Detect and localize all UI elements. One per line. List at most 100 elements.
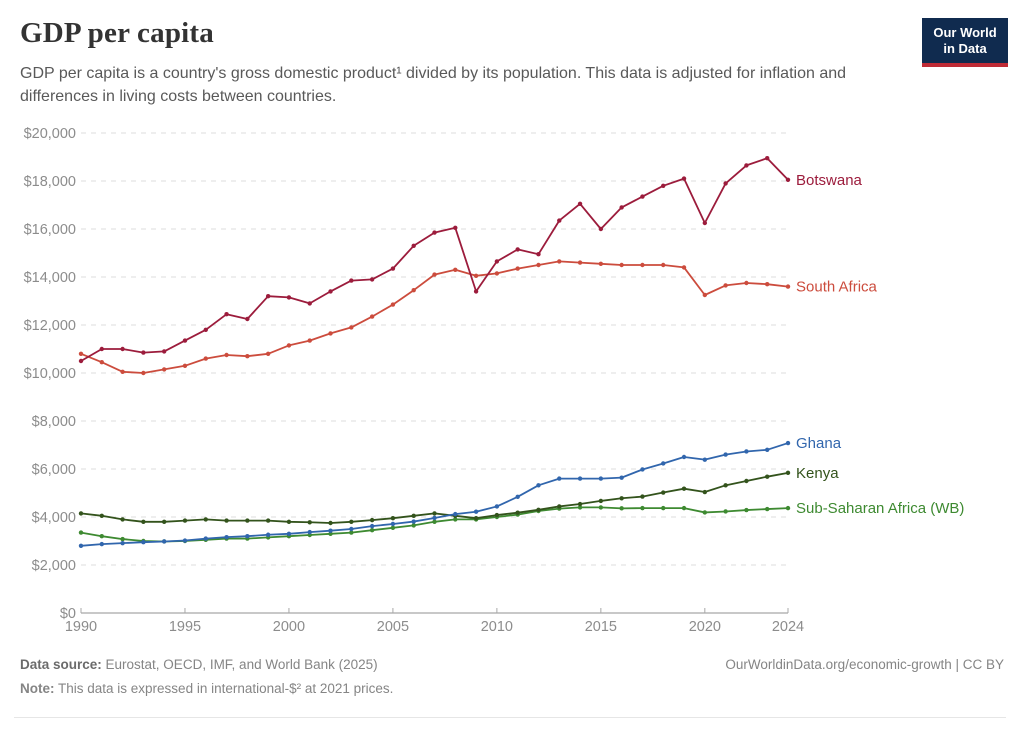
data-point-south-africa[interactable] xyxy=(369,314,375,319)
data-point-kenya[interactable] xyxy=(536,507,541,512)
data-point-botswana[interactable] xyxy=(785,177,791,182)
data-point-south-africa[interactable] xyxy=(78,351,84,356)
data-point-botswana[interactable] xyxy=(515,247,520,252)
data-point-ghana[interactable] xyxy=(702,457,708,462)
data-point-south-africa[interactable] xyxy=(702,292,708,298)
data-point-kenya[interactable] xyxy=(390,516,396,521)
data-point-south-africa[interactable] xyxy=(661,262,666,268)
data-point-botswana[interactable] xyxy=(349,278,354,283)
data-point-south-africa[interactable] xyxy=(744,280,749,286)
data-point-south-africa[interactable] xyxy=(203,356,208,361)
data-point-botswana[interactable] xyxy=(78,358,84,364)
data-point-south-africa[interactable] xyxy=(182,363,188,368)
data-point-ghana[interactable] xyxy=(245,534,250,539)
data-point-kenya[interactable] xyxy=(369,517,375,523)
data-point-south-africa[interactable] xyxy=(99,360,104,365)
data-point-botswana[interactable] xyxy=(702,220,708,226)
data-point-ghana[interactable] xyxy=(78,543,84,548)
data-point-sub-saharan-africa-wb[interactable] xyxy=(328,531,333,536)
data-point-sub-saharan-africa-wb[interactable] xyxy=(640,505,645,511)
data-point-sub-saharan-africa-wb[interactable] xyxy=(744,507,749,513)
data-point-kenya[interactable] xyxy=(411,513,416,518)
data-point-south-africa[interactable] xyxy=(245,354,250,359)
data-point-ghana[interactable] xyxy=(161,539,167,544)
data-point-south-africa[interactable] xyxy=(473,273,479,278)
data-point-botswana[interactable] xyxy=(494,259,500,264)
data-point-south-africa[interactable] xyxy=(640,262,645,268)
data-point-kenya[interactable] xyxy=(432,511,437,516)
data-point-south-africa[interactable] xyxy=(141,370,146,376)
data-point-south-africa[interactable] xyxy=(390,302,396,307)
data-point-botswana[interactable] xyxy=(99,346,104,352)
data-point-ghana[interactable] xyxy=(515,494,520,500)
data-point-south-africa[interactable] xyxy=(328,331,333,336)
series-line-ghana[interactable] xyxy=(80,442,789,547)
data-point-ghana[interactable] xyxy=(765,447,770,452)
data-point-botswana[interactable] xyxy=(120,346,125,352)
data-point-sub-saharan-africa-wb[interactable] xyxy=(453,517,458,522)
data-point-botswana[interactable] xyxy=(265,294,271,299)
series-line-botswana[interactable] xyxy=(80,157,789,362)
data-point-sub-saharan-africa-wb[interactable] xyxy=(349,530,354,535)
data-point-botswana[interactable] xyxy=(723,181,728,186)
data-point-sub-saharan-africa-wb[interactable] xyxy=(577,505,583,510)
data-point-ghana[interactable] xyxy=(203,536,208,541)
data-point-botswana[interactable] xyxy=(369,277,375,282)
data-point-botswana[interactable] xyxy=(245,316,250,322)
data-point-ghana[interactable] xyxy=(494,504,500,509)
data-point-south-africa[interactable] xyxy=(723,283,728,288)
data-point-south-africa[interactable] xyxy=(286,343,292,348)
series-label-sub-saharan-africa-wb[interactable]: Sub-Saharan Africa (WB) xyxy=(796,500,964,517)
data-point-ghana[interactable] xyxy=(557,476,562,481)
data-point-botswana[interactable] xyxy=(182,338,188,343)
data-point-ghana[interactable] xyxy=(577,476,583,481)
data-point-sub-saharan-africa-wb[interactable] xyxy=(411,523,416,528)
data-point-sub-saharan-africa-wb[interactable] xyxy=(785,505,791,511)
data-point-south-africa[interactable] xyxy=(681,265,687,270)
data-point-sub-saharan-africa-wb[interactable] xyxy=(120,536,125,542)
data-point-ghana[interactable] xyxy=(536,483,541,488)
data-point-ghana[interactable] xyxy=(453,511,458,517)
data-point-kenya[interactable] xyxy=(515,510,520,515)
data-point-ghana[interactable] xyxy=(141,540,146,545)
data-point-sub-saharan-africa-wb[interactable] xyxy=(369,528,375,533)
data-point-kenya[interactable] xyxy=(286,519,292,524)
data-point-sub-saharan-africa-wb[interactable] xyxy=(661,505,666,511)
data-point-sub-saharan-africa-wb[interactable] xyxy=(78,530,84,535)
data-point-sub-saharan-africa-wb[interactable] xyxy=(619,506,624,511)
data-point-botswana[interactable] xyxy=(577,201,583,206)
data-point-south-africa[interactable] xyxy=(515,266,520,271)
data-point-botswana[interactable] xyxy=(328,289,333,294)
data-point-sub-saharan-africa-wb[interactable] xyxy=(702,510,708,515)
data-point-kenya[interactable] xyxy=(349,519,354,524)
data-point-south-africa[interactable] xyxy=(494,271,500,276)
data-point-kenya[interactable] xyxy=(702,489,708,495)
data-point-kenya[interactable] xyxy=(141,519,146,524)
data-point-botswana[interactable] xyxy=(598,226,604,232)
data-point-ghana[interactable] xyxy=(120,540,125,546)
data-point-botswana[interactable] xyxy=(536,252,541,257)
data-point-south-africa[interactable] xyxy=(453,267,458,272)
data-point-south-africa[interactable] xyxy=(411,288,416,293)
data-point-kenya[interactable] xyxy=(577,501,583,507)
data-point-kenya[interactable] xyxy=(307,520,312,525)
data-point-botswana[interactable] xyxy=(765,156,770,161)
data-point-kenya[interactable] xyxy=(473,516,479,521)
data-point-ghana[interactable] xyxy=(369,523,375,529)
data-point-botswana[interactable] xyxy=(681,176,687,181)
data-point-sub-saharan-africa-wb[interactable] xyxy=(723,509,728,514)
data-point-south-africa[interactable] xyxy=(577,260,583,265)
data-point-kenya[interactable] xyxy=(120,517,125,522)
data-point-botswana[interactable] xyxy=(453,225,458,230)
data-point-botswana[interactable] xyxy=(473,289,479,294)
data-point-botswana[interactable] xyxy=(141,350,146,355)
data-point-kenya[interactable] xyxy=(203,517,208,522)
data-point-kenya[interactable] xyxy=(494,512,500,518)
data-point-kenya[interactable] xyxy=(640,494,645,499)
data-point-kenya[interactable] xyxy=(661,490,666,495)
data-point-botswana[interactable] xyxy=(307,301,312,306)
data-point-kenya[interactable] xyxy=(99,513,104,518)
data-point-kenya[interactable] xyxy=(182,518,188,523)
data-point-botswana[interactable] xyxy=(661,183,666,188)
data-point-botswana[interactable] xyxy=(411,243,416,248)
